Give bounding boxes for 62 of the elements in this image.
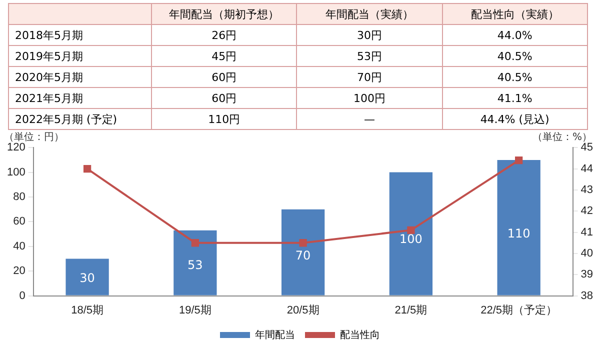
- data-label: 110: [507, 226, 530, 241]
- category-label: 年間配当（期初予想）: [152, 4, 297, 24]
- x-tick-label: 22/5期（予定）: [480, 303, 558, 316]
- category-label: 2020年5月期: [15, 70, 83, 84]
- y-axis-title: （単位：円）: [4, 131, 64, 143]
- y-tick-label: 80: [13, 191, 26, 204]
- x-tick-label: 20/5期: [286, 304, 320, 316]
- y2-tick-label: 44: [580, 162, 594, 175]
- text: 100円: [353, 92, 386, 104]
- y-tick-label: 40: [13, 240, 26, 252]
- x-tick-label: 18/5期: [71, 304, 104, 316]
- text: 60円: [212, 70, 237, 84]
- y-tick-label: 20: [13, 265, 26, 278]
- point: [83, 164, 92, 173]
- y2-tick-label: 45: [580, 142, 594, 154]
- x-tick-label: 19/5期: [178, 304, 212, 316]
- point: [407, 226, 415, 234]
- y2-axis-title: （単位：%）: [532, 131, 592, 143]
- category-label: 2019年5月期: [15, 50, 83, 62]
- text: 45円: [212, 50, 237, 62]
- point: [299, 239, 307, 247]
- data-label: 53: [188, 258, 203, 272]
- x-tick-label: 21/5期: [394, 304, 428, 316]
- y-tick-label: 60: [13, 216, 26, 228]
- y2-tick-label: 40: [580, 247, 594, 260]
- y-tick-label: 100: [6, 166, 26, 178]
- point: [514, 156, 523, 164]
- data-label: 100: [399, 232, 422, 246]
- text: 40.5%: [497, 50, 532, 62]
- data-label: 70: [295, 248, 311, 263]
- text: 110円: [208, 112, 240, 126]
- legend-label: 配当性向: [340, 328, 380, 341]
- bar: [174, 230, 217, 296]
- category-label: 2021年5月期: [15, 92, 83, 104]
- text: 60円: [212, 92, 237, 104]
- legend-label: 年間配当: [255, 328, 295, 341]
- text: 30円: [356, 28, 382, 42]
- y-tick-label: 120: [6, 142, 26, 154]
- category-label: 2022年5月期 (予定): [15, 112, 118, 126]
- bar: [66, 258, 109, 296]
- data-label: 30: [80, 270, 95, 285]
- text: —: [364, 112, 375, 126]
- text: 26円: [212, 28, 237, 42]
- y2-tick-label: 38: [580, 290, 594, 302]
- y2-tick-label: 39: [580, 268, 594, 281]
- bar: [389, 172, 433, 296]
- y-tick-label: 0: [19, 290, 26, 302]
- bar: [497, 160, 540, 296]
- bar: [281, 209, 325, 296]
- text: 70円: [356, 70, 382, 84]
- text: 44.0%: [497, 28, 532, 42]
- y2-tick-label: 43: [580, 184, 594, 196]
- text: 44.4% (見込): [480, 112, 550, 126]
- category-label: 年間配当（実績）: [296, 4, 442, 24]
- category-label: 2018年5月期: [15, 28, 83, 42]
- text: 40.5%: [497, 70, 532, 84]
- text: 41.1%: [497, 92, 532, 104]
- y2-tick-label: 42: [580, 205, 594, 218]
- text: 53円: [356, 50, 382, 62]
- point: [191, 239, 200, 247]
- y2-tick-label: 41: [580, 226, 594, 238]
- category-label: 配当性向（実績）: [442, 4, 588, 24]
